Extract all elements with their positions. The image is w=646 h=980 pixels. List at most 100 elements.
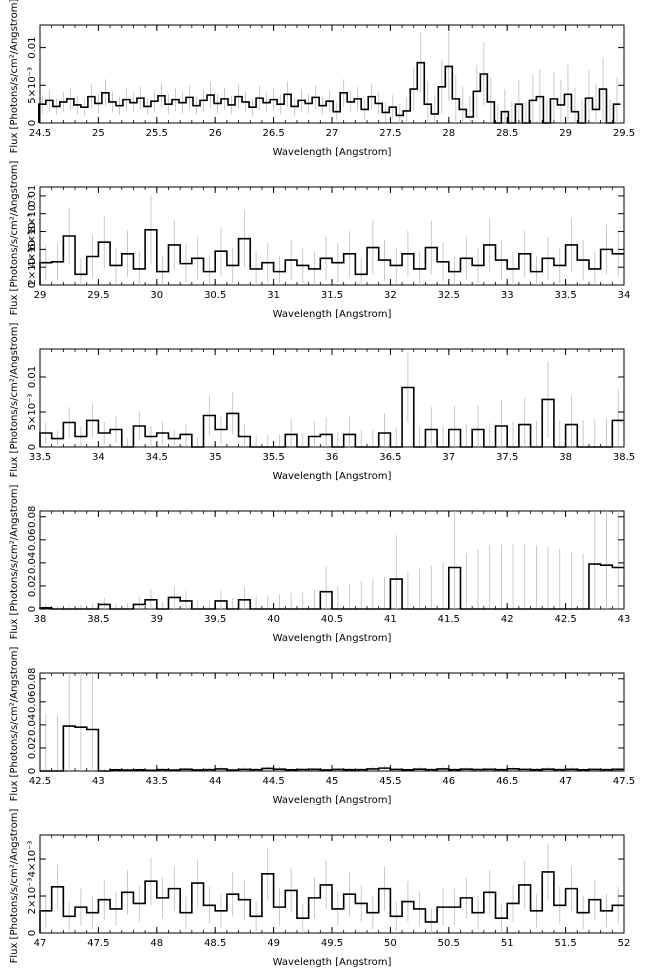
- x-tick-label: 33.5: [554, 290, 576, 301]
- x-tick-label: 50.5: [438, 938, 460, 949]
- x-tick-label: 41: [384, 614, 397, 625]
- chart-panel-6: 47 47.5 48 48.5 49 49.5 50 50.5 51 51.5 52 0 2×10⁻³4…: [9, 809, 630, 968]
- y-axis-title: Flux [Photons/s/cm²/Angstrom]: [9, 809, 20, 964]
- x-tick-label: 42: [501, 614, 514, 625]
- y-tick-label: 5×10⁻³: [27, 67, 38, 104]
- y-tick-label: 0.01: [27, 36, 38, 58]
- x-tick-label: 41.5: [438, 614, 460, 625]
- x-tick-label: 42.5: [29, 776, 51, 787]
- y-tick-label: 0: [27, 930, 38, 936]
- x-tick-label: 27.5: [379, 128, 401, 139]
- x-tick-label: 30.5: [204, 290, 226, 301]
- x-tick-label: 25: [92, 128, 105, 139]
- x-tick-label: 47.5: [613, 776, 635, 787]
- y-tick-label: 0.01: [27, 185, 38, 207]
- x-tick-label: 38: [559, 452, 572, 463]
- y-axis-title: Flux [Photons/s/cm²/Angstrom]: [9, 323, 20, 478]
- y-tick-label: 4×10⁻³: [27, 841, 38, 878]
- x-tick-label: 24.5: [29, 128, 51, 139]
- x-tick-label: 43: [92, 776, 105, 787]
- y-tick-label: 5×10⁻³: [27, 394, 38, 431]
- chart-panel-5: 42.5 43 43.5 44 44.5 45 45.5 46 46.5 47 47.500.020…: [9, 647, 635, 806]
- x-tick-label: 44.5: [262, 776, 284, 787]
- x-tick-label: 44: [209, 776, 222, 787]
- x-tick-label: 48.5: [204, 938, 226, 949]
- y-tick-label: 0.01: [27, 366, 38, 388]
- x-axis-title: Wavelength [Angstrom]: [273, 957, 392, 968]
- y-tick-label: 0: [27, 606, 38, 612]
- spectrum-line: [40, 725, 624, 772]
- x-tick-label: 46.5: [496, 776, 518, 787]
- x-axis-title: Wavelength [Angstrom]: [273, 633, 392, 644]
- x-tick-label: 37: [442, 452, 455, 463]
- spectrum-line: [39, 871, 624, 933]
- x-tick-label: 45: [326, 776, 339, 787]
- chart-panel-2: 29 29.5 30 30.5 31 31.5 32 32.5 33 33.5 34 02×10⁻³4…: [9, 161, 630, 320]
- x-tick-label: 35.5: [262, 452, 284, 463]
- chart-panel-4: 38 38.5 39 39.5 40 40.5 41 41.5 42 42.5 4300.020.0…: [9, 485, 630, 644]
- y-tick-label: 0.02: [27, 575, 38, 597]
- y-tick-label: 0.08: [27, 506, 38, 528]
- x-tick-label: 37.5: [496, 452, 518, 463]
- y-tick-label: 0: [27, 282, 38, 288]
- y-tick-label: 4×10⁻³: [27, 231, 38, 268]
- x-tick-label: 39.5: [204, 614, 226, 625]
- y-tick-label: 0.08: [27, 668, 38, 690]
- x-tick-label: 38.5: [87, 614, 109, 625]
- x-tick-label: 48: [150, 938, 163, 949]
- x-tick-label: 27: [326, 128, 339, 139]
- x-tick-label: 52: [618, 938, 631, 949]
- x-tick-label: 25.5: [146, 128, 168, 139]
- x-tick-label: 36.5: [379, 452, 401, 463]
- y-tick-label: 0.06: [27, 529, 38, 551]
- x-tick-label: 31: [267, 290, 280, 301]
- x-tick-label: 26: [209, 128, 222, 139]
- x-tick-label: 34.5: [146, 452, 168, 463]
- x-tick-label: 46: [442, 776, 455, 787]
- chart-panel-3: 33.5 34 34.5 35 35.5 36 36.5 37 37.5 38 38.5 0 5×10⁻…: [9, 323, 635, 482]
- x-tick-label: 33.5: [29, 452, 51, 463]
- y-tick-label: 0: [27, 444, 38, 450]
- y-tick-label: 0: [27, 120, 38, 126]
- x-tick-label: 34: [618, 290, 631, 301]
- chart-panel-1: 24.5 25 25.5 26 26.5 27 27.5 28 28.5 29 29.5 0 5×10⁻…: [9, 0, 635, 158]
- x-tick-label: 28: [442, 128, 455, 139]
- y-tick-label: 2×10⁻³: [27, 878, 38, 915]
- x-axis-title: Wavelength [Angstrom]: [273, 309, 392, 320]
- x-tick-label: 32.5: [438, 290, 460, 301]
- x-tick-label: 34: [92, 452, 105, 463]
- y-axis-title: Flux [Photons/s/cm²/Angstrom]: [9, 647, 20, 802]
- x-tick-label: 33: [501, 290, 514, 301]
- spectrum-line: [39, 228, 624, 285]
- x-tick-label: 35: [209, 452, 222, 463]
- x-tick-label: 38: [34, 614, 47, 625]
- x-tick-label: 31.5: [321, 290, 343, 301]
- x-tick-label: 47: [34, 938, 47, 949]
- x-tick-label: 36: [326, 452, 339, 463]
- y-axis-title: Flux [Photons/s/cm²/Angstrom]: [9, 485, 20, 640]
- x-tick-label: 49: [267, 938, 280, 949]
- x-tick-label: 51.5: [554, 938, 576, 949]
- x-tick-label: 42.5: [554, 614, 576, 625]
- x-tick-label: 32: [384, 290, 397, 301]
- x-axis-title: Wavelength [Angstrom]: [273, 471, 392, 482]
- x-tick-label: 45.5: [379, 776, 401, 787]
- spectrum-line: [39, 386, 624, 448]
- y-tick-label: 0: [27, 768, 38, 774]
- x-tick-label: 29: [559, 128, 572, 139]
- y-tick-label: 0.06: [27, 691, 38, 713]
- y-tick-label: 0.04: [27, 714, 38, 736]
- y-tick-label: 2×10⁻³: [27, 249, 38, 286]
- spectrum-line: [38, 61, 621, 124]
- x-tick-label: 43: [618, 614, 631, 625]
- x-tick-label: 29: [34, 290, 47, 301]
- y-axis-title: Flux [Photons/s/cm²/Angstrom]: [9, 161, 20, 316]
- y-axis-title: Flux [Photons/s/cm²/Angstrom]: [9, 0, 20, 153]
- plot-frame: [39, 24, 625, 124]
- y-tick-label: 0.04: [27, 552, 38, 574]
- x-tick-label: 29.5: [87, 290, 109, 301]
- y-tick-label: 0.02: [27, 737, 38, 759]
- x-tick-label: 26.5: [262, 128, 284, 139]
- x-tick-label: 40.5: [321, 614, 343, 625]
